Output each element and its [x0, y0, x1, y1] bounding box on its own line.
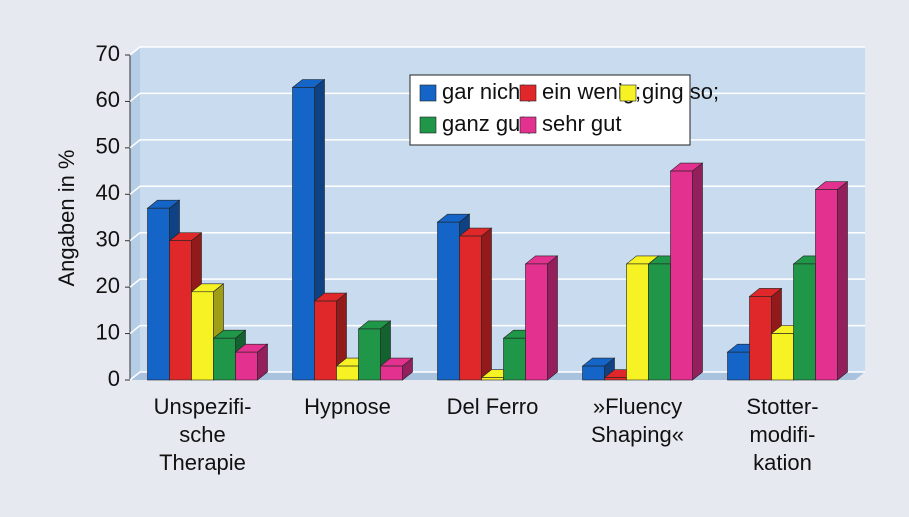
- legend-box: [409, 74, 691, 146]
- x-tick-label: Stotter- modifi- kation: [746, 394, 819, 475]
- bar: [379, 357, 414, 381]
- legend-swatch: [419, 116, 437, 134]
- legend-label: gar nicht;: [442, 79, 533, 104]
- bar-front: [481, 377, 504, 381]
- bar-front: [459, 235, 482, 381]
- legend-swatch: [619, 84, 637, 102]
- x-tick-label: Del Ferro: [446, 394, 539, 419]
- legend-swatch: [519, 116, 537, 134]
- bar-side: [692, 162, 703, 381]
- legend-label: ging so;: [642, 79, 719, 104]
- legend-label: sehr gut: [542, 111, 622, 136]
- bar: [581, 357, 616, 381]
- y-tick-label: 10: [96, 319, 120, 344]
- bar: [234, 343, 269, 381]
- bar-front: [336, 365, 359, 381]
- bar: [458, 227, 493, 381]
- bar-front: [604, 377, 627, 381]
- bar-front: [437, 221, 460, 381]
- bar-front: [235, 351, 258, 381]
- y-tick-label: 20: [96, 273, 120, 298]
- bar-front: [815, 189, 838, 381]
- bar-front: [380, 365, 403, 381]
- grid-line: [129, 185, 865, 195]
- bar-front: [503, 337, 526, 381]
- bar-side: [481, 227, 492, 381]
- grid-line: [129, 278, 865, 288]
- bar-front: [793, 263, 816, 381]
- y-tick-label: 30: [96, 227, 120, 252]
- bar-side: [547, 255, 558, 381]
- bar-front: [749, 296, 772, 381]
- bar-front: [213, 337, 236, 381]
- y-tick-label: 60: [96, 87, 120, 112]
- bar: [313, 292, 348, 381]
- y-tick-label: 50: [96, 134, 120, 159]
- grid-line: [129, 46, 865, 56]
- bar-front: [626, 263, 649, 381]
- grid-line: [129, 231, 865, 242]
- bar-front: [358, 328, 381, 381]
- bar-front: [771, 333, 794, 381]
- legend-swatch: [519, 84, 537, 102]
- bar-front: [670, 170, 693, 381]
- y-tick-label: 40: [96, 180, 120, 205]
- y-axis-label: Angaben in %: [54, 150, 79, 287]
- bar: [669, 162, 704, 381]
- legend-swatch: [419, 84, 437, 102]
- y-tick-label: 0: [108, 366, 120, 391]
- bar-front: [525, 263, 548, 381]
- bar-front: [727, 351, 750, 381]
- grid-line: [129, 324, 865, 335]
- legend-label: ganz gut;: [442, 111, 533, 136]
- y-tick-label: 70: [96, 41, 120, 66]
- bar: [814, 181, 849, 381]
- bar-front: [191, 291, 214, 381]
- bar-front: [648, 263, 671, 381]
- bar-front: [582, 365, 605, 381]
- bar-front: [147, 207, 170, 381]
- bar-side: [837, 181, 848, 381]
- bar-front: [169, 240, 192, 381]
- bar-front: [314, 300, 337, 381]
- plot-side-wall: [130, 47, 140, 380]
- x-tick-label: Hypnose: [304, 394, 391, 419]
- bar-front: [292, 87, 315, 381]
- x-tick-label: Unspezifi- sche Therapie: [153, 394, 252, 475]
- bar: [524, 255, 559, 381]
- x-tick-label: »Fluency Shaping«: [591, 394, 684, 447]
